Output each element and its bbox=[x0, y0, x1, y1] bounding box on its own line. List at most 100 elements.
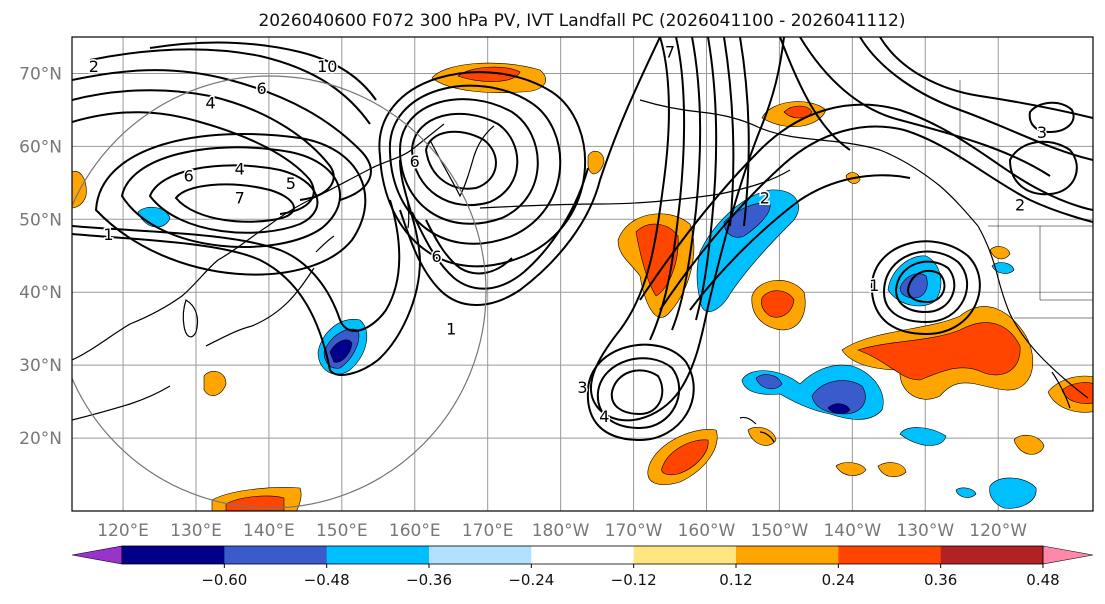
contour-line bbox=[388, 84, 562, 245]
contour-label: 2 bbox=[1015, 196, 1025, 215]
colorbar-segment bbox=[326, 546, 430, 564]
contour-label: 6 bbox=[432, 247, 442, 266]
contour-line bbox=[378, 71, 587, 268]
contour-line bbox=[586, 343, 695, 442]
longitude-label: 120°W bbox=[969, 521, 1027, 541]
contour-label: 10 bbox=[317, 57, 337, 76]
contour-line bbox=[639, 103, 1093, 301]
contour-line bbox=[882, 250, 968, 324]
contour-label: 2 bbox=[89, 57, 99, 76]
longitude-label: 140°W bbox=[823, 521, 881, 541]
positive-anomaly bbox=[1061, 382, 1093, 404]
japan bbox=[205, 235, 335, 347]
contour-line bbox=[779, 37, 851, 151]
contour-line bbox=[411, 167, 589, 290]
contour-line bbox=[649, 37, 686, 341]
asia-coast-south bbox=[72, 385, 171, 421]
colorbar-segment bbox=[940, 546, 1044, 564]
contour-line bbox=[72, 89, 335, 201]
positive-anomaly bbox=[761, 290, 795, 318]
positive-anomaly bbox=[783, 105, 813, 119]
contour-line bbox=[72, 69, 372, 201]
colorbar-segment bbox=[429, 546, 532, 564]
positive-anomaly bbox=[877, 462, 907, 478]
contour-label: 4 bbox=[235, 159, 245, 178]
contour-label: 1 bbox=[103, 225, 113, 244]
contour-line bbox=[1008, 140, 1078, 196]
longitude-label: 160°E bbox=[389, 521, 441, 541]
contour-line bbox=[399, 37, 661, 306]
contour-line bbox=[610, 369, 664, 416]
longitude-label: 150°W bbox=[751, 521, 809, 541]
positive-anomaly bbox=[587, 150, 605, 175]
pv-contours bbox=[72, 37, 1093, 442]
contour-label: 6 bbox=[184, 167, 194, 186]
contour-line bbox=[425, 219, 513, 275]
colorbar-segment bbox=[224, 546, 328, 564]
latitude-labels: 70°N 60°N 50°N 40°N 30°N 20°N bbox=[19, 64, 62, 449]
colorbar-tick-label: −0.48 bbox=[304, 571, 350, 589]
hawaii bbox=[739, 416, 775, 443]
negative-anomaly bbox=[899, 273, 928, 299]
map-border bbox=[71, 36, 1094, 512]
contour-line bbox=[859, 37, 1093, 161]
baja bbox=[1051, 371, 1071, 409]
negative-anomaly bbox=[991, 262, 1015, 274]
korea bbox=[182, 299, 199, 338]
colorbar-tick-label: 0.48 bbox=[1026, 571, 1059, 589]
negative-anomaly bbox=[899, 427, 947, 446]
contour-label: 7 bbox=[235, 188, 245, 207]
reference-circle bbox=[72, 75, 487, 509]
colorbar-extend-low bbox=[71, 545, 123, 565]
colorbar-border bbox=[121, 545, 1044, 565]
positive-anomaly bbox=[661, 439, 709, 476]
contour-line bbox=[879, 37, 1093, 119]
negative-anomaly bbox=[989, 477, 1037, 509]
positive-anomaly bbox=[1013, 434, 1045, 455]
colorbar-segment bbox=[531, 546, 635, 564]
contour-line bbox=[695, 37, 718, 321]
latitude-label: 70°N bbox=[19, 64, 62, 84]
negative-anomaly bbox=[137, 206, 171, 228]
positive-anomaly bbox=[457, 66, 521, 82]
aleutians bbox=[479, 169, 791, 209]
colorbar-segment bbox=[736, 546, 839, 564]
contour-line bbox=[870, 240, 981, 336]
contour-label: 5 bbox=[286, 174, 296, 193]
contour-line bbox=[174, 183, 295, 223]
longitude-label: 150°E bbox=[316, 521, 368, 541]
contour-line bbox=[72, 159, 422, 376]
contour-line bbox=[148, 164, 319, 234]
latitude-label: 20°N bbox=[19, 429, 62, 449]
contour-label: 7 bbox=[665, 43, 675, 62]
colorbar-segment bbox=[838, 546, 942, 564]
longitude-labels: 120°E 130°E 140°E 150°E 160°E 170°E 180°W 170°W… bbox=[97, 521, 1027, 541]
colorbar-tick-label: 0.24 bbox=[822, 571, 855, 589]
longitude-label: 170°W bbox=[605, 521, 663, 541]
contour-line bbox=[72, 199, 401, 332]
longitude-label: 180°W bbox=[532, 521, 590, 541]
contour-line bbox=[149, 41, 377, 101]
colorbar-tick-label: −0.24 bbox=[508, 571, 554, 589]
contour-label: 3 bbox=[577, 378, 587, 397]
longitude-label: 120°E bbox=[97, 521, 149, 541]
positive-anomaly bbox=[989, 246, 1011, 260]
contour-line bbox=[89, 48, 371, 125]
positive-anomaly bbox=[835, 462, 867, 476]
positive-anomaly bbox=[747, 427, 777, 446]
latitude-label: 30°N bbox=[19, 356, 62, 376]
contour-line bbox=[671, 37, 702, 331]
colorbar-tick-label: 0.36 bbox=[924, 571, 957, 589]
contour-label: 2 bbox=[760, 188, 770, 207]
negative-anomaly bbox=[955, 487, 977, 498]
longitude-label: 160°W bbox=[678, 521, 736, 541]
positive-anomaly bbox=[635, 223, 679, 297]
longitude-label: 140°E bbox=[243, 521, 295, 541]
colorbar-extend-high bbox=[1042, 545, 1094, 565]
contour-line bbox=[1028, 101, 1075, 134]
negative-anomaly bbox=[755, 374, 783, 390]
contour-label: 1 bbox=[446, 320, 456, 339]
contour-line bbox=[906, 269, 946, 304]
